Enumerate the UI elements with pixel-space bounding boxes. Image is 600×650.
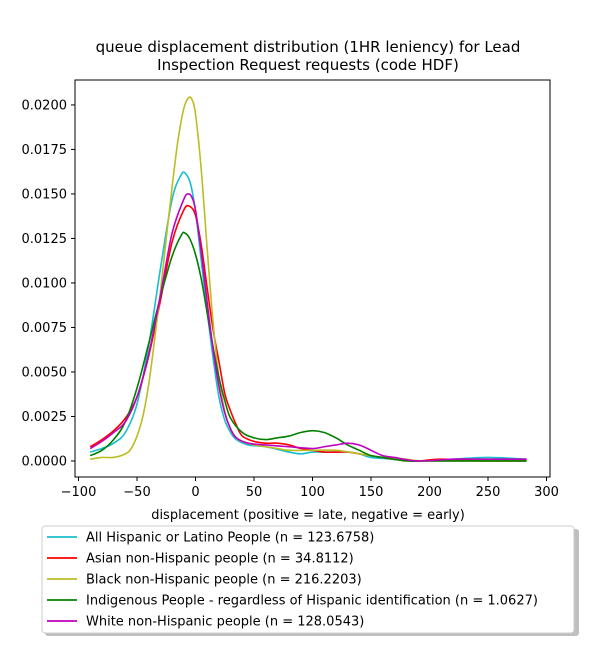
legend-entry-1: Asian non-Hispanic people (n = 34.8112): [86, 552, 354, 567]
x-tick-label: −50: [123, 485, 150, 500]
legend-entry-2: Black non-Hispanic people (n = 216.2203): [86, 573, 362, 588]
y-tick-label: 0.0000: [22, 454, 68, 469]
plot-frame: [74, 79, 551, 478]
x-tick-label: 250: [476, 485, 501, 500]
legend-entry-3: Indigenous People - regardless of Hispan…: [86, 594, 538, 609]
x-tick-label: 200: [417, 485, 442, 500]
chart-title-line-1: queue displacement distribution (1HR len…: [96, 38, 521, 56]
chart-title-line-2: Inspection Request requests (code HDF): [157, 56, 459, 74]
y-tick-label: 0.0150: [22, 187, 68, 202]
y-tick-label: 0.0175: [22, 143, 68, 158]
y-tick-label: 0.0050: [22, 365, 68, 380]
y-tick-label: 0.0200: [22, 98, 68, 113]
x-tick-label: 100: [300, 485, 325, 500]
legend-items: All Hispanic or Latino People (n = 123.6…: [47, 531, 538, 630]
legend-entry-4: White non-Hispanic people (n = 128.0543): [86, 615, 364, 630]
legend: All Hispanic or Latino People (n = 123.6…: [41, 525, 579, 636]
legend-entry-0: All Hispanic or Latino People (n = 123.6…: [86, 531, 374, 546]
series-line-4: [89, 193, 527, 462]
series-layer: [89, 96, 527, 463]
y-tick-label: 0.0100: [22, 276, 68, 291]
series-line-0: [89, 171, 527, 462]
x-tick-label: 0: [191, 485, 199, 500]
y-tick-label: 0.0125: [22, 232, 68, 247]
x-tick-label: 300: [534, 485, 559, 500]
x-tick-label: 150: [359, 485, 384, 500]
x-tick-label: −100: [61, 485, 97, 500]
y-tick-label: 0.0025: [22, 410, 68, 425]
series-line-3: [89, 231, 527, 463]
axes-layer: −100 −50 0 50 100 150 200 250 300 0.0000 0.0025 0.0…: [22, 98, 559, 500]
x-axis-label: displacement (positive = late, negative …: [151, 508, 465, 523]
series-line-2: [90, 96, 527, 462]
x-tick-label: 50: [246, 485, 263, 500]
legend-box: [41, 525, 575, 634]
y-tick-label: 0.0075: [22, 321, 68, 336]
